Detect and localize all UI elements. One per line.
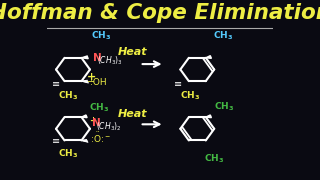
Text: ≡: ≡	[52, 136, 60, 146]
Text: $\mathregular{CH_3}$: $\mathregular{CH_3}$	[58, 89, 78, 102]
Polygon shape	[82, 56, 88, 59]
Text: +: +	[89, 116, 96, 125]
Text: $\mathregular{CH_3}$: $\mathregular{CH_3}$	[180, 89, 200, 102]
Text: ≡: ≡	[173, 79, 182, 89]
Polygon shape	[206, 56, 212, 58]
Text: Heat: Heat	[118, 109, 148, 119]
Text: $\mathregular{CH_3}$: $\mathregular{CH_3}$	[214, 101, 234, 113]
Text: N: N	[93, 53, 102, 63]
Text: :OH: :OH	[90, 78, 107, 87]
Text: −: −	[87, 77, 95, 87]
Text: Hoffman & Cope Elimination: Hoffman & Cope Elimination	[0, 3, 320, 23]
Polygon shape	[82, 115, 87, 118]
Text: $(CH_3)_2$: $(CH_3)_2$	[96, 121, 121, 133]
Text: $\mathregular{CH_3}$: $\mathregular{CH_3}$	[89, 102, 109, 114]
Text: $\mathregular{CH_3}$: $\mathregular{CH_3}$	[91, 30, 111, 42]
Text: ≡: ≡	[52, 79, 60, 89]
Text: $\mathregular{CH_3}$: $\mathregular{CH_3}$	[58, 147, 78, 160]
Text: $(CH_3)_3$: $(CH_3)_3$	[97, 54, 123, 67]
Text: :$\mathregular{\ddot{O}}$:$^-$: :$\mathregular{\ddot{O}}$:$^-$	[90, 131, 111, 145]
Text: $\mathregular{CH_3}$: $\mathregular{CH_3}$	[213, 30, 233, 42]
Text: +: +	[87, 72, 96, 82]
Text: $\mathregular{CH_3}$: $\mathregular{CH_3}$	[204, 152, 224, 165]
Text: Heat: Heat	[118, 47, 148, 57]
Text: N: N	[92, 118, 100, 128]
Polygon shape	[206, 115, 212, 118]
